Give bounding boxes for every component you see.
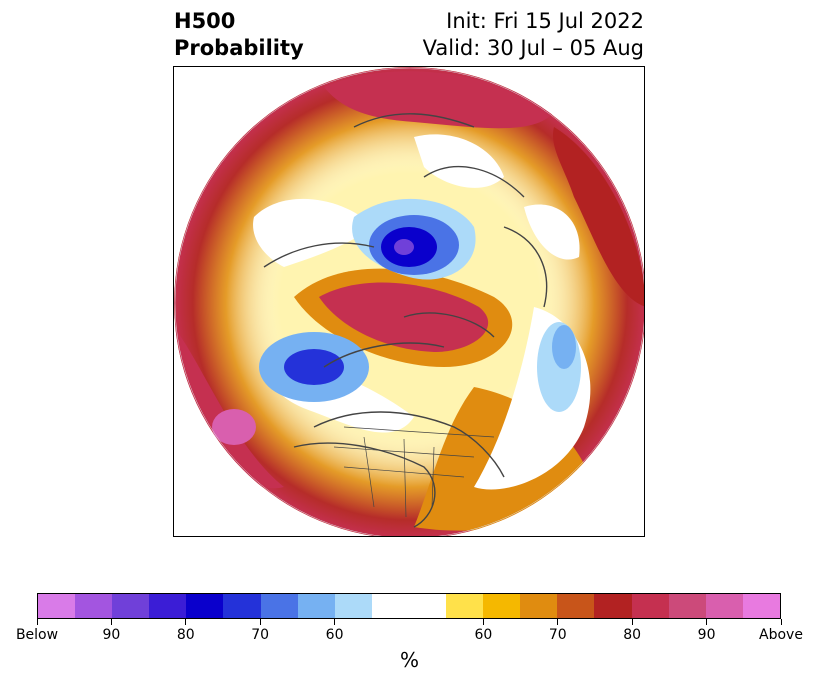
negative-anomaly-atlantic-core bbox=[552, 325, 576, 369]
colorbar-segment bbox=[742, 594, 780, 618]
positive-anomaly-east bbox=[553, 127, 644, 307]
colorbar-tick-label: 80 bbox=[623, 627, 642, 643]
colorbar-tick bbox=[631, 619, 633, 625]
init-date: Init: Fri 15 Jul 2022 bbox=[446, 9, 644, 33]
colorbar-segment bbox=[668, 594, 706, 618]
colorbar-tick bbox=[36, 619, 38, 625]
probability-map bbox=[174, 67, 644, 536]
map-panel bbox=[173, 66, 645, 537]
colorbar-segment bbox=[594, 594, 632, 618]
colorbar-segment bbox=[705, 594, 743, 618]
colorbar-segment bbox=[297, 594, 335, 618]
colorbar-segment bbox=[223, 594, 261, 618]
colorbar-tick-label: 70 bbox=[548, 627, 567, 643]
map-dates: Init: Fri 15 Jul 2022 Valid: 30 Jul – 05… bbox=[423, 8, 644, 62]
colorbar-segment bbox=[483, 594, 521, 618]
positive-anomaly-north bbox=[324, 71, 554, 129]
colorbar-segment bbox=[149, 594, 187, 618]
colorbar-segment bbox=[112, 594, 150, 618]
positive-anomaly-peak bbox=[212, 409, 256, 445]
colorbar-tick-label: 90 bbox=[697, 627, 716, 643]
colorbar-tick-label: 70 bbox=[251, 627, 270, 643]
colorbar-tick bbox=[482, 619, 484, 625]
map-outline bbox=[174, 67, 644, 536]
valid-dates: Valid: 30 Jul – 05 Aug bbox=[422, 36, 644, 60]
colorbar-tick bbox=[780, 619, 782, 625]
colorbar-segment bbox=[186, 594, 224, 618]
negative-anomaly-europe bbox=[524, 204, 580, 260]
colorbar-segment bbox=[334, 594, 372, 618]
colorbar-tick-label: 60 bbox=[325, 627, 344, 643]
negative-anomaly-pacific-core bbox=[284, 349, 344, 385]
title-variable: H500 bbox=[174, 9, 236, 33]
colorbar-tick-label: 90 bbox=[102, 627, 121, 643]
positive-anomaly-core bbox=[319, 282, 489, 352]
colorbar-tick bbox=[706, 619, 708, 625]
colorbar-segment bbox=[446, 594, 484, 618]
colorbar-tick bbox=[557, 619, 559, 625]
colorbar-segment bbox=[38, 594, 76, 618]
coastlines bbox=[263, 113, 548, 528]
colorbar-unit-label: % bbox=[399, 648, 419, 672]
colorbar-segment bbox=[557, 594, 595, 618]
colorbar-tick-label: 60 bbox=[474, 627, 493, 643]
colorbar-tick-label: 80 bbox=[176, 627, 195, 643]
colorbar-tick-label: Below bbox=[15, 627, 59, 643]
colorbar-segment bbox=[631, 594, 669, 618]
colorbar-tick-label: Above bbox=[759, 627, 803, 643]
title-product: Probability bbox=[174, 36, 304, 60]
colorbar-tick bbox=[259, 619, 261, 625]
neutral-region-west bbox=[253, 198, 374, 267]
colorbar-segment bbox=[520, 594, 558, 618]
colorbar-segment bbox=[260, 594, 298, 618]
colorbar-tick bbox=[185, 619, 187, 625]
colorbar-tick bbox=[334, 619, 336, 625]
colorbar-segment bbox=[75, 594, 113, 618]
colorbar-segment bbox=[408, 594, 447, 618]
colorbar bbox=[37, 593, 781, 619]
negative-anomaly-arctic-peak bbox=[394, 239, 414, 255]
colorbar-segment bbox=[371, 594, 409, 618]
state-borders bbox=[333, 426, 495, 518]
colorbar-tick bbox=[110, 619, 112, 625]
neutral-region-center bbox=[414, 134, 504, 188]
map-title: H500 Probability bbox=[174, 8, 304, 62]
